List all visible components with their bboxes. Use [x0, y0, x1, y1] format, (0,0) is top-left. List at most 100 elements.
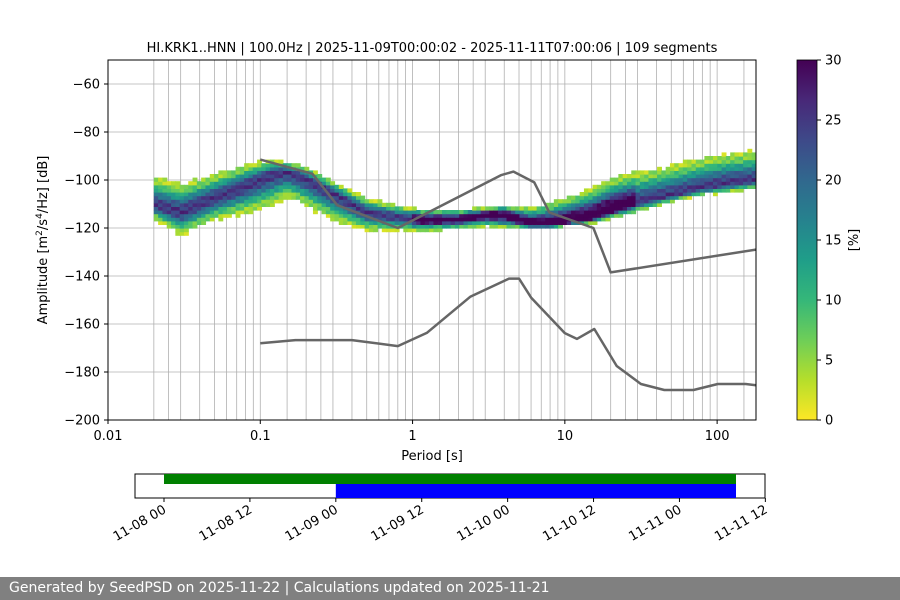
heatmap-cell — [351, 220, 357, 225]
y-tick-label: −180 — [64, 366, 100, 381]
heatmap-cell — [424, 213, 430, 218]
heatmap-cell — [175, 220, 181, 225]
heatmap-cell — [269, 166, 275, 171]
heatmap-cell — [631, 210, 637, 215]
heatmap-cell — [381, 224, 387, 229]
heatmap-cell — [235, 195, 241, 200]
heatmap-cell — [644, 206, 650, 211]
heatmap-cell — [257, 177, 262, 182]
heatmap-cell — [317, 192, 323, 197]
heatmap-cell — [493, 217, 499, 222]
heatmap-cell — [476, 224, 482, 229]
heatmap-cell — [166, 184, 172, 189]
heatmap-cell — [261, 199, 267, 204]
heatmap-cell — [166, 217, 172, 222]
heatmap-cell — [226, 202, 232, 207]
heatmap-cell — [201, 220, 207, 225]
heatmap-cell — [239, 166, 245, 171]
heatmap-cell — [153, 192, 159, 197]
heatmap-cell — [355, 217, 361, 222]
heatmap-cell — [386, 210, 392, 215]
heatmap-cell — [411, 224, 417, 229]
heatmap-cell — [743, 170, 748, 175]
heatmap-cell — [257, 170, 262, 175]
heatmap-cell — [437, 228, 443, 233]
heatmap-cell — [196, 213, 202, 218]
heatmap-cell — [687, 195, 693, 200]
heatmap-cell — [467, 220, 473, 225]
heatmap-cell — [399, 220, 404, 225]
heatmap-cell — [295, 177, 301, 182]
heatmap-cell — [295, 181, 301, 186]
heatmap-cell — [183, 231, 189, 236]
heatmap-cell — [196, 220, 202, 225]
heatmap-cell — [239, 206, 245, 211]
heatmap-cell — [196, 181, 202, 186]
heatmap-cell — [743, 163, 748, 168]
heatmap-cell — [312, 181, 318, 186]
heatmap-cell — [433, 213, 439, 218]
heatmap-cell — [261, 192, 267, 197]
heatmap-cell — [644, 177, 650, 182]
heatmap-cell — [661, 181, 667, 186]
heatmap-cell — [295, 163, 301, 168]
heatmap-cell — [218, 174, 224, 179]
heatmap-cell — [493, 206, 499, 211]
heatmap-cell — [265, 170, 271, 175]
heatmap-cell — [605, 195, 611, 200]
heatmap-cell — [351, 224, 357, 229]
colorbar — [796, 59, 818, 421]
heatmap-cell — [489, 220, 495, 225]
heatmap-cell — [390, 202, 396, 207]
heatmap-cell — [282, 177, 288, 182]
heatmap-cell — [239, 188, 245, 193]
heatmap-cell — [734, 163, 740, 168]
heatmap-cell — [614, 202, 619, 207]
heatmap-cell — [265, 188, 271, 193]
heatmap-cell — [175, 213, 181, 218]
heatmap-cell — [162, 210, 168, 215]
heatmap-cell — [257, 174, 262, 179]
heatmap-cell — [222, 184, 228, 189]
heatmap-cell — [712, 159, 718, 164]
heatmap-cell — [171, 210, 176, 215]
heatmap-cell — [317, 195, 323, 200]
heatmap-cell — [708, 166, 714, 171]
heatmap-cell — [665, 188, 671, 193]
heatmap-cell — [485, 210, 490, 215]
heatmap-cell — [454, 217, 460, 222]
heatmap-cell — [657, 181, 662, 186]
heatmap-cell — [446, 210, 452, 215]
heatmap-cell — [209, 181, 215, 186]
heatmap-cell — [442, 213, 447, 218]
heatmap-cell — [235, 192, 241, 197]
heatmap-cell — [226, 177, 232, 182]
heatmap-cell — [351, 217, 357, 222]
heatmap-cell — [171, 181, 176, 186]
heatmap-cell — [274, 199, 280, 204]
heatmap-cell — [583, 202, 589, 207]
heatmap-cell — [278, 184, 284, 189]
heatmap-cell — [510, 220, 516, 225]
heatmap-cell — [269, 177, 275, 182]
heatmap-cell — [519, 224, 525, 229]
heatmap-cell — [747, 184, 753, 189]
heatmap-cell — [751, 184, 756, 189]
heatmap-cell — [747, 174, 753, 179]
heatmap-cell — [583, 206, 589, 211]
heatmap-cell — [609, 192, 615, 197]
heatmap-cell — [669, 192, 675, 197]
heatmap-cell — [343, 213, 348, 218]
heatmap-cell — [308, 184, 314, 189]
heatmap-cell — [657, 188, 662, 193]
psd-density-heatmap — [153, 148, 756, 236]
heatmap-cell — [239, 192, 245, 197]
heatmap-cell — [317, 174, 323, 179]
heatmap-cell — [480, 213, 486, 218]
heatmap-cell — [614, 206, 619, 211]
heatmap-cell — [476, 220, 482, 225]
heatmap-cell — [205, 188, 211, 193]
heatmap-cell — [626, 199, 632, 204]
heatmap-cell — [308, 199, 314, 204]
heatmap-cell — [639, 199, 645, 204]
